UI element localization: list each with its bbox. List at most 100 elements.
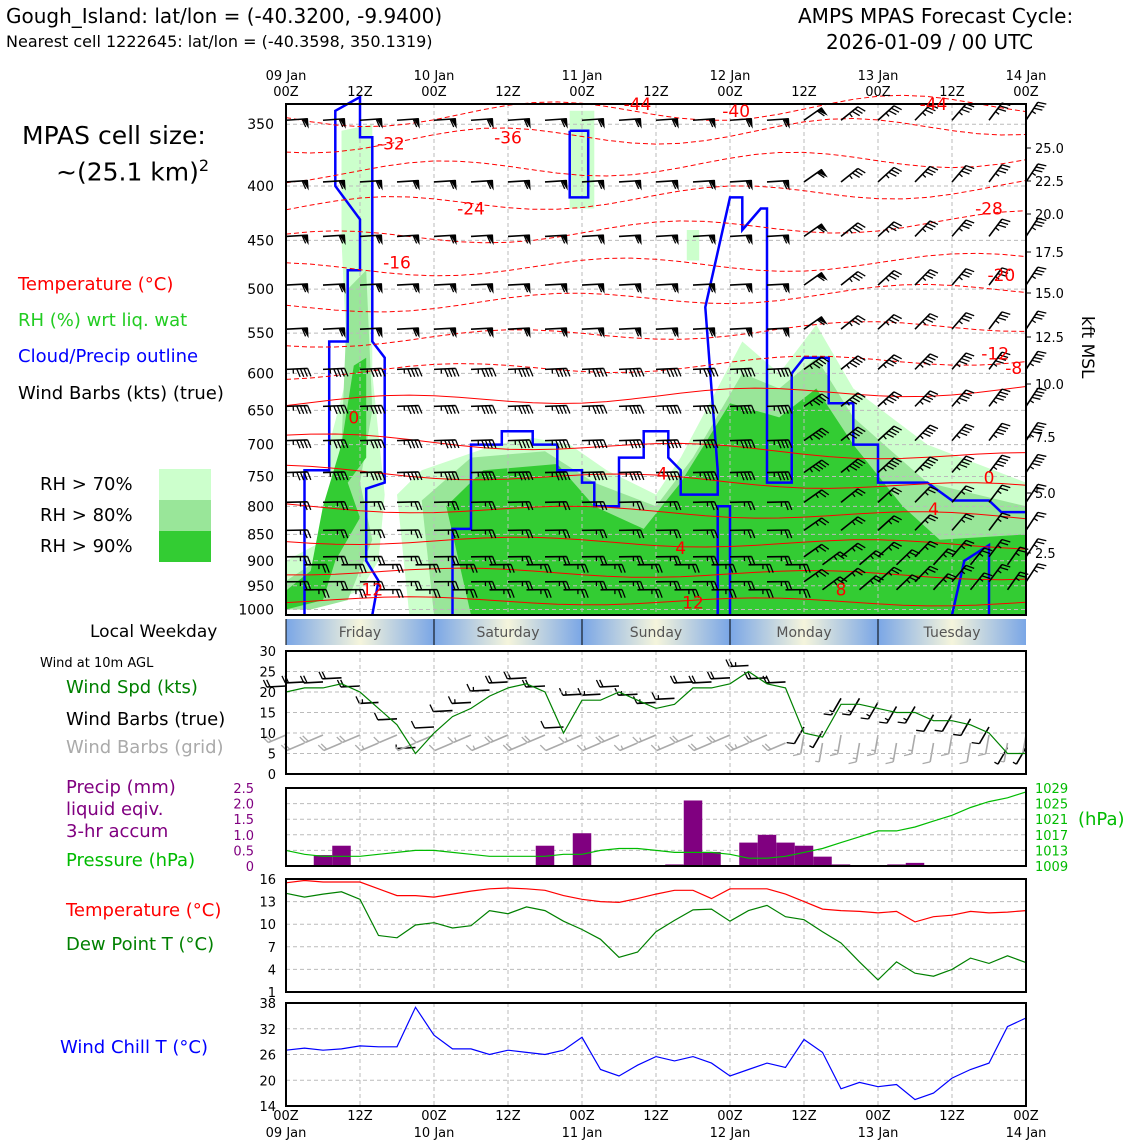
xs-wind-barb-138-barb [740, 405, 745, 415]
xs-wind-barb-183-half [846, 467, 850, 472]
xs-wind-barb-256-barb [769, 564, 774, 573]
wind10m-grid-barb-16 [558, 734, 583, 744]
xs-wind-barb-116-barb [710, 368, 715, 377]
xs-wind-barb-95-staff [692, 327, 715, 330]
wind10m-grid-barb-1-barb [280, 744, 288, 751]
xs-wind-barb-148-barb [336, 439, 342, 449]
wind10m-true-barb-26-barb [747, 671, 752, 679]
xs-wind-barb-163-barb [893, 425, 902, 431]
xs-wind-barb-302-staff [840, 567, 859, 583]
xs-wind-barb-31-flag [672, 180, 679, 191]
xs-wind-barb-90-flag [524, 327, 531, 339]
wind10m-grid-barb-7-half [395, 746, 399, 751]
xs-wind-barb-19-half [995, 111, 1000, 115]
xs-wind-barb-103 [988, 311, 1011, 330]
xs-wind-barb-312 [1025, 563, 1047, 583]
xs-wind-barb-284-barb [525, 581, 530, 590]
xs-wind-barb-44 [359, 234, 383, 246]
wind10m-grid-barb-16-staff [564, 734, 583, 744]
xs-wind-barb-153-barb [528, 439, 534, 449]
xs-wind-barb-63-flag [302, 283, 309, 294]
xs-wind-barb-286 [544, 580, 571, 590]
xs-wind-barb-54-staff [729, 234, 752, 238]
xs-wind-barb-178-barb [666, 471, 671, 481]
xs-wind-barb-273-barb [325, 589, 330, 598]
xs-wind-barb-154-barb [555, 440, 560, 449]
xs-wind-barb-222 [729, 529, 756, 539]
xs-wind-barb-131-barb [491, 405, 497, 414]
xs-wind-barb-109 [433, 367, 460, 378]
xs-wind-barb-13-barb [782, 118, 788, 128]
wind10m-true-barb-32-half [866, 713, 871, 717]
xs-wind-barb-181-barb [787, 471, 793, 481]
weekday-cell-1 [434, 619, 582, 645]
xs-wind-barb-132-barb [518, 405, 523, 415]
xs-wind-barb-36 [840, 167, 866, 183]
pressure-ytick-2: 1017 [1035, 829, 1068, 844]
xs-wind-barb-299-barb [802, 589, 808, 598]
xs-wind-barb-133-barb [555, 405, 560, 415]
top-tick-hour-6: 00Z [717, 85, 743, 100]
xs-wind-barb-163-barb [888, 430, 897, 436]
xs-wind-barb-311-staff [1006, 571, 1021, 591]
xs-wind-barb-228-barb [965, 513, 975, 518]
temp-contour-label-2: -44 [920, 95, 948, 115]
xs-wind-barb-279-barb [436, 589, 441, 598]
xs-wind-barb-180-staff [729, 471, 752, 474]
xs-wind-barb-55-staff [766, 234, 789, 238]
xs-wind-barb-49-staff [544, 234, 567, 238]
xs-wind-barb-153-barb [518, 440, 523, 449]
wind10m-true-barb-37-barb [953, 733, 961, 737]
temp-contour-10 [285, 433, 1027, 460]
xs-wind-barb-38 [914, 165, 939, 183]
xs-wind-barb-298-barb [784, 581, 789, 590]
xs-wind-barb-175-barb [558, 471, 564, 481]
xs-wind-barb-71 [581, 283, 605, 294]
pressure-ytick-0: 1009 [1035, 860, 1068, 875]
xs-wind-barb-149-staff [359, 439, 382, 442]
xs-wind-barb-110-barb [481, 368, 486, 378]
wind10m-grid-barb-5 [354, 742, 379, 752]
wind10m-grid-barb-18-barb [598, 735, 605, 742]
xs-wind-barb-161-staff [803, 427, 823, 442]
xs-wind-barb-306-barb [929, 565, 939, 571]
xs-wind-barb-141 [840, 392, 866, 407]
xs-wind-barb-307-barb [947, 573, 957, 578]
xs-wind-barb-143-barb [927, 392, 936, 398]
xs-wind-barb-187-barb [999, 457, 1009, 462]
xs-wind-barb-175-staff [544, 471, 567, 474]
xs-wind-barb-58-staff [877, 221, 895, 237]
xs-wind-barb-65-staff [359, 283, 382, 286]
xs-wind-barb-176-barb [602, 471, 608, 481]
xs-wind-barb-230 [1025, 511, 1047, 531]
xs-wind-barb-257-barb [784, 556, 789, 565]
wind10m-true-barb-17 [577, 687, 601, 697]
xs-wind-barb-221-barb [713, 529, 719, 539]
xs-wind-barb-205-half [888, 492, 893, 497]
xs-wind-barb-83-barb [1037, 266, 1047, 270]
xs-wind-barb-189 [285, 501, 312, 511]
pressure-tick-350: 350 [247, 117, 274, 133]
xs-wind-barb-155-barb [592, 440, 597, 449]
xs-wind-barb-157-barb [669, 439, 675, 449]
wind10m-grid-barb-16-barb [558, 736, 565, 743]
xs-wind-barb-40-half [995, 172, 1000, 177]
xs-wind-barb-108 [396, 367, 423, 378]
wind10m-true-barb-14-staff [525, 685, 546, 688]
xs-wind-barb-218-barb [599, 529, 604, 539]
xs-wind-barb-297 [748, 588, 774, 598]
xs-wind-barb-133-barb [558, 405, 564, 415]
xs-wind-barb-176-barb [595, 471, 601, 481]
wind10m-true-barb-1-barb [284, 675, 290, 684]
xs-wind-barb-305-barb [909, 576, 918, 582]
kft-tick-4: 15.0 [1035, 287, 1064, 302]
xs-wind-barb-135 [618, 404, 645, 415]
wind10m-true-barb-20-staff [636, 701, 657, 705]
xs-wind-barb-182-barb [818, 461, 827, 468]
xs-wind-barb-208-staff [988, 484, 1003, 503]
xs-wind-barb-19-barb [999, 105, 1009, 109]
wind10m-grid-barb-11-staff [471, 742, 490, 752]
xs-wind-barb-188-barb [1037, 453, 1047, 458]
xs-wind-barb-103-staff [988, 311, 1003, 330]
xs-wind-barb-100-barb [891, 316, 900, 322]
